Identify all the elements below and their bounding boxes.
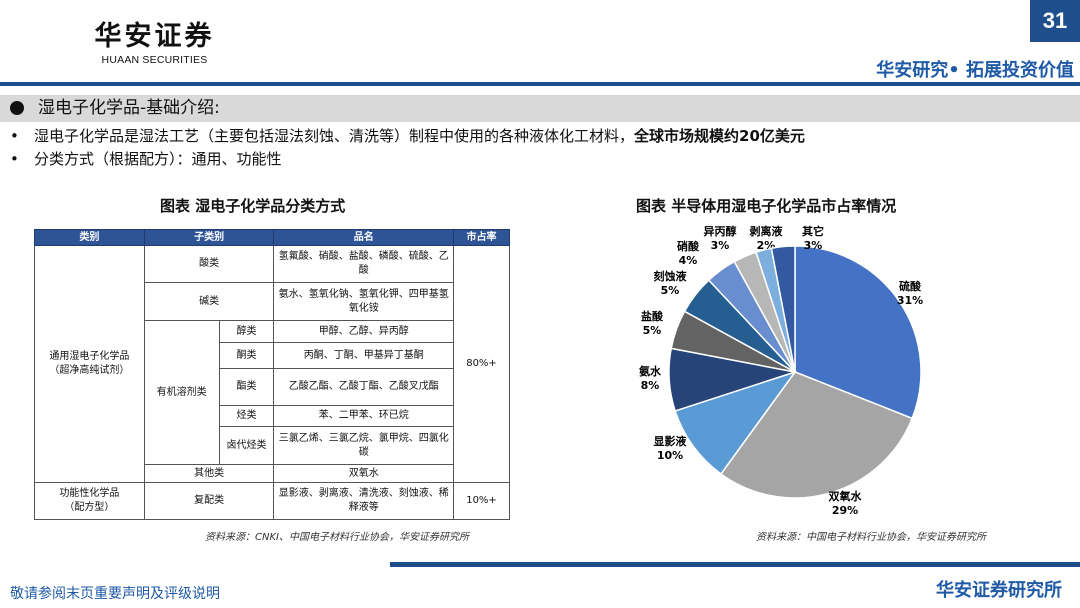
logo-chinese: 华安证券 [94,21,215,52]
header-subcategory: 子类别 [143,229,275,246]
pie-label: 刻蚀液 [654,269,688,283]
pie-label: 氨水 [639,364,662,378]
solvent-type: 酯类 [218,368,275,406]
sub-other: 其他类 [143,464,275,483]
table-figure-title: 图表 湿电子化学品分类方式 [160,197,346,215]
table-row: 通用湿电子化学品 （超净高纯试剂） 酸类 氢氟酸、硝酸、盐酸、磷酸、硫酸、乙酸 … [34,245,510,483]
share-general: 80%+ [453,245,510,483]
top-divider [0,82,1080,86]
bottom-divider [390,562,1080,567]
pie-value-label: 29% [832,504,858,517]
solvent-type: 醇类 [218,320,275,343]
pie-value-label: 5% [661,284,680,297]
bullet-circle-icon [10,101,24,115]
bullet-text: 分类方式（根据配方）：通用、功能性 [34,150,282,168]
section-bar: 湿电子化学品-基础介绍: [0,95,1080,122]
pie-figure-title: 图表 半导体用湿电子化学品市占率情况 [636,197,897,215]
formula-items: 显影液、剥离液、清洗液、刻蚀液、稀释液等 [273,482,455,520]
pie-source: 资料来源：中国电子材料行业协会，华安证券研究所 [756,532,986,543]
bullet-item: • 湿电子化学品是湿法工艺（主要包括湿法刻蚀、清洗等）制程中使用的各种液体化工材… [10,125,805,148]
solvent-items: 丙酮、丁酮、甲基异丁基酮 [273,342,455,369]
pie-label: 异丙醇 [704,224,737,238]
pie-value-label: 31% [897,294,923,307]
pie-slice-10 [770,245,796,373]
sub-acid: 酸类 [143,245,275,283]
pie-value-label: 3% [804,239,823,252]
pie-value-label: 3% [711,239,730,252]
header-product: 品名 [273,229,455,246]
table-row: 碱类 氨水、氢氧化钠、氢氧化钾、四甲基氢氧化铵 [35,282,510,321]
bullet-item: • 分类方式（根据配方）：通用、功能性 [10,148,805,171]
sub-base: 碱类 [143,282,275,321]
pie-value-label: 10% [657,449,683,462]
table-header-row: 类别 子类别 品名 市占率 [34,229,510,246]
header-category: 类别 [34,229,145,246]
company-logo: 华安证券 HUAAN SECURITIES [92,14,217,66]
base-items: 氨水、氢氧化钠、氢氧化钾、四甲基氢氧化铵 [273,282,455,321]
footer-org: 华安证券研究所 [936,580,1062,601]
bullet-dot-icon: • [10,127,19,145]
pie-slice-3 [674,370,797,475]
bullet-dot-icon: • [10,150,19,168]
acid-items: 氢氟酸、硝酸、盐酸、磷酸、硫酸、乙酸 [273,245,455,283]
footer-disclaimer: 敬请参阅末页重要声明及评级说明 [10,586,220,602]
pie-label: 其它 [802,224,824,238]
pie-value-label: 8% [641,379,660,392]
pie-label: 硫酸 [899,279,922,293]
pie-label: 双氧水 [829,489,863,503]
other-items: 双氧水 [273,464,455,483]
intro-bullets: • 湿电子化学品是湿法工艺（主要包括湿法刻蚀、清洗等）制程中使用的各种液体化工材… [10,125,805,171]
solvent-items: 三氯乙烯、三氯乙烷、氯甲烷、四氯化碳 [273,426,455,465]
solvent-items: 乙酸乙酯、乙酸丁酯、乙酸叉戊酯 [273,368,455,406]
pie-value-label: 4% [679,254,698,267]
page-number: 31 [1030,0,1080,42]
bullet-highlight: 全球市场规模约20亿美元 [634,127,805,145]
category-general: 通用湿电子化学品 （超净高纯试剂） [34,245,145,483]
solvent-items: 甲醇、乙醇、异丙醇 [273,320,455,343]
pie-value-label: 5% [643,324,662,337]
pie-chart: 硫酸31%双氧水29%显影液10%氨水8%盐酸5%刻蚀液5%硝酸4%异丙醇3%剥… [639,224,923,517]
pie-label: 盐酸 [641,309,664,323]
solvent-type: 卤代烃类 [218,426,275,465]
sub-solvent: 有机溶剂类 [143,320,220,465]
section-title: 湿电子化学品-基础介绍: [38,98,220,118]
pie-label: 硝酸 [677,239,700,253]
table-row: 酯类 乙酸乙酯、乙酸丁酯、乙酸叉戊酯 [35,368,510,406]
table-source: 资料来源：CNKI、中国电子材料行业协会，华安证券研究所 [205,532,469,543]
header-share: 市占率 [453,229,510,246]
share-functional: 10%+ [453,482,510,520]
table-row: 卤代烃类 三氯乙烯、三氯乙烷、氯甲烷、四氯化碳 [35,426,510,465]
header-slogan: 华安研究• 拓展投资价值 [876,60,1074,81]
table-row: 烃类 苯、二甲苯、环已烷 [35,405,510,427]
table-row: 有机溶剂类 醇类 甲醇、乙醇、异丙醇 [35,320,510,465]
pie-slice-1 [794,245,922,420]
logo-english: HUAAN SECURITIES [101,54,208,66]
sub-formula: 复配类 [143,482,275,520]
category-functional: 功能性化学品 （配方型） [34,482,145,520]
pie-label: 显影液 [654,434,688,448]
solvent-type: 酮类 [218,342,275,369]
table-row: 功能性化学品 （配方型） 复配类 显影液、剥离液、清洗液、刻蚀液、稀释液等 10… [34,482,510,520]
solvent-type: 烃类 [218,405,275,427]
classification-table: 类别 子类别 品名 市占率 通用湿电子化学品 （超净高纯试剂） 酸类 氢氟酸、硝… [34,229,510,520]
pie-label: 剥离液 [750,224,784,238]
bullet-text: 湿电子化学品是湿法工艺（主要包括湿法刻蚀、清洗等）制程中使用的各种液体化工材料， [34,127,635,145]
pie-value-label: 2% [757,239,776,252]
pie-slice-2 [719,371,914,499]
solvent-items: 苯、二甲苯、环已烷 [273,405,455,427]
